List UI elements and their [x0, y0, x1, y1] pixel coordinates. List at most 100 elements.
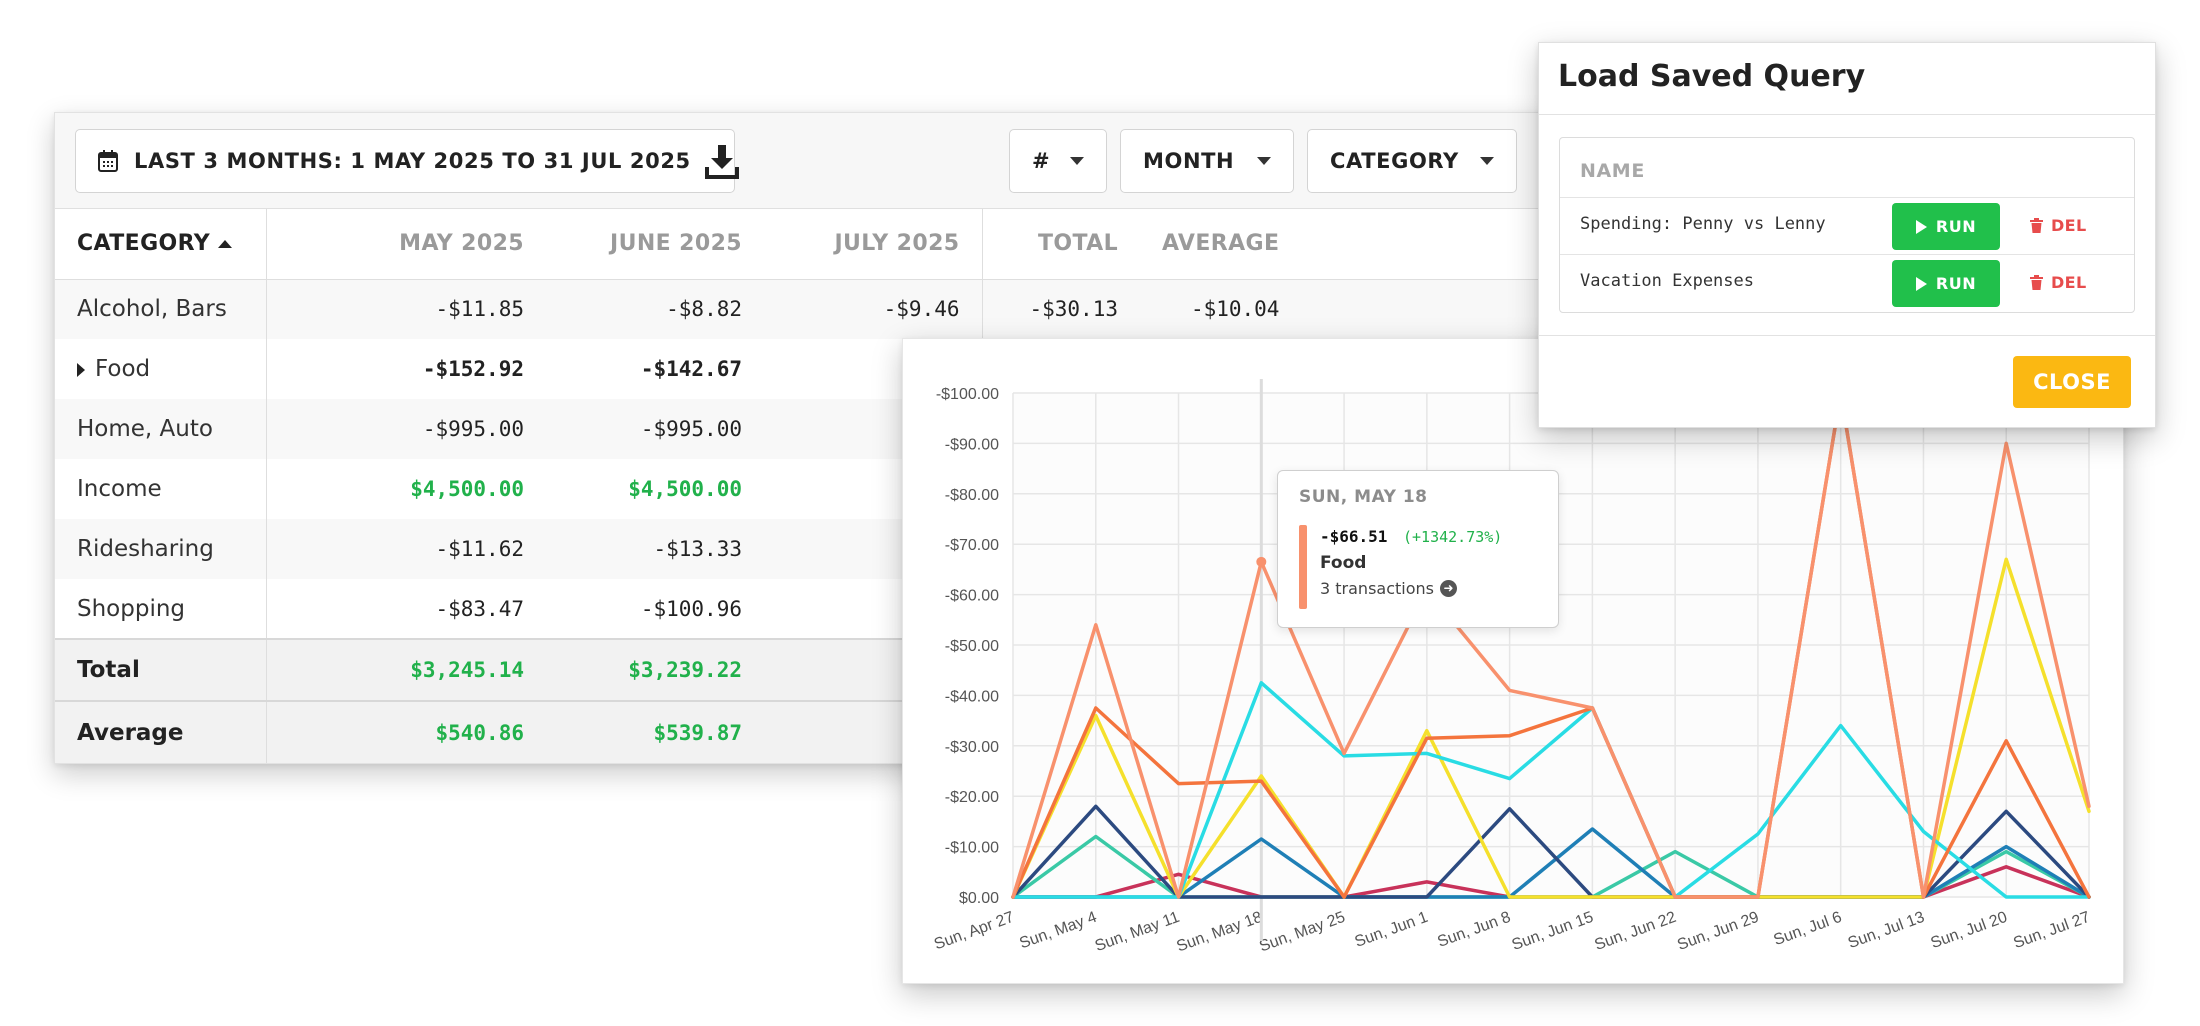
arrow-right-circle-icon: ➜ [1439, 580, 1457, 597]
category-cell: Ridesharing [55, 519, 267, 579]
total-value: $3,245.14 [266, 638, 546, 701]
value-cell: -$11.85 [266, 279, 546, 339]
modal-title: Load Saved Query [1558, 59, 1866, 94]
value-cell: -$9.46 [764, 279, 982, 339]
sort-ascending-icon [218, 240, 233, 249]
download-icon[interactable] [705, 143, 739, 179]
category-cell: Home, Auto [55, 399, 267, 459]
date-range-label: LAST 3 MONTHS: 1 MAY 2025 TO 31 JUL 2025 [134, 149, 691, 173]
y-tick-label: -$70.00 [945, 537, 999, 554]
highlighted-data-point [1256, 556, 1267, 567]
y-tick-label: -$10.00 [945, 840, 999, 857]
value-cell: -$8.82 [546, 279, 764, 339]
value-cell: -$142.67 [640, 357, 742, 381]
table-row: Alcohol, Bars -$11.85 -$8.82 -$9.46 -$30… [55, 279, 1593, 339]
tooltip-color-swatch [1299, 525, 1307, 609]
y-tick-label: -$20.00 [945, 789, 999, 806]
category-cell: Shopping [55, 579, 267, 639]
value-cell: -$13.33 [546, 519, 764, 579]
column-header-name: NAME [1560, 138, 2134, 198]
saved-query-name: Spending: Penny vs Lenny [1580, 214, 1826, 234]
saved-query-table: NAME Spending: Penny vs Lenny RUN DEL Va… [1559, 137, 2135, 313]
date-range-button[interactable]: LAST 3 MONTHS: 1 MAY 2025 TO 31 JUL 2025 [75, 129, 735, 193]
saved-query-row: Spending: Penny vs Lenny RUN DEL [1560, 198, 2134, 255]
interval-select-value: MONTH [1143, 149, 1235, 173]
series-line-series-d [1011, 557, 2091, 899]
category-cell-expandable[interactable]: Food [55, 339, 267, 399]
x-tick-label: Sun, Jun 29 [1675, 909, 1761, 954]
modal-footer: CLOSE [1539, 335, 2155, 429]
run-query-button[interactable]: RUN [1892, 260, 2000, 307]
tooltip-change: (+1342.73%) [1403, 528, 1503, 546]
y-tick-label: -$60.00 [945, 588, 999, 605]
value-cell: -$152.92 [422, 357, 524, 381]
y-tick-label: -$50.00 [945, 638, 999, 655]
x-tick-label: Sun, Jun 15 [1510, 909, 1596, 954]
x-tick-label: Sun, May 4 [1017, 909, 1099, 953]
column-header-june[interactable]: JUNE 2025 [546, 209, 764, 280]
tooltip-value: -$66.51 [1320, 527, 1388, 546]
x-tick-label: Sun, May 25 [1257, 909, 1347, 956]
average-label: Average [55, 700, 267, 763]
value-cell: $4,500.00 [410, 477, 524, 501]
x-tick-label: Sun, Jun 1 [1353, 909, 1431, 951]
play-icon [1915, 219, 1927, 234]
saved-query-name: Vacation Expenses [1580, 271, 1754, 291]
table-header-row: CATEGORY MAY 2025 JUNE 2025 JULY 2025 TO… [55, 209, 1593, 280]
y-tick-label: -$90.00 [945, 436, 999, 453]
close-button[interactable]: CLOSE [2013, 356, 2131, 408]
value-cell: -$995.00 [266, 399, 546, 459]
metric-select-value: # [1032, 149, 1051, 173]
series-line-food [1011, 391, 2091, 899]
average-value: $540.86 [266, 700, 546, 763]
y-tick-label: $0.00 [959, 890, 999, 907]
chart-tooltip: SUN, MAY 18 -$66.51 (+1342.73%) Food 3 t… [1277, 470, 1559, 628]
column-header-category[interactable]: CATEGORY [55, 209, 267, 280]
x-tick-label: Sun, Jul 20 [1929, 909, 2010, 952]
total-value: $3,239.22 [546, 638, 764, 701]
delete-query-button[interactable]: DEL [2030, 216, 2087, 235]
calendar-icon [98, 150, 118, 172]
y-tick-label: -$100.00 [936, 386, 999, 403]
y-tick-label: -$30.00 [945, 739, 999, 756]
average-value: $539.87 [546, 700, 764, 763]
value-cell: -$11.62 [266, 519, 546, 579]
x-tick-label: Sun, May 18 [1174, 909, 1264, 956]
group-select[interactable]: CATEGORY [1307, 129, 1517, 193]
interval-select[interactable]: MONTH [1120, 129, 1294, 193]
x-tick-label: Sun, Jul 6 [1771, 909, 1844, 949]
trash-icon [2030, 218, 2043, 233]
value-cell: -$83.47 [435, 596, 524, 621]
modal-header: Load Saved Query [1539, 43, 2155, 115]
column-header-average[interactable]: AVERAGE [1140, 209, 1302, 280]
tooltip-date: SUN, MAY 18 [1299, 487, 1428, 507]
metric-select[interactable]: # [1009, 129, 1107, 193]
value-cell: -$995.00 [546, 399, 764, 459]
run-query-button[interactable]: RUN [1892, 203, 2000, 250]
line-chart[interactable]: -$100.00 -$90.00 -$80.00 -$70.00 -$60.00 -$50… [903, 339, 2125, 985]
delete-query-button[interactable]: DEL [2030, 273, 2087, 292]
column-header-total[interactable]: TOTAL [981, 209, 1140, 280]
chevron-down-icon [1070, 157, 1084, 165]
play-icon [1915, 276, 1927, 291]
value-cell: -$100.96 [640, 596, 742, 621]
saved-query-row: Vacation Expenses RUN DEL [1560, 255, 2134, 312]
trash-icon [2030, 275, 2043, 290]
x-tick-label: Sun, Jun 22 [1592, 909, 1678, 954]
category-cell: Alcohol, Bars [55, 279, 267, 339]
report-toolbar: LAST 3 MONTHS: 1 MAY 2025 TO 31 JUL 2025… [55, 113, 1593, 209]
x-tick-label: Sun, Jul 27 [2011, 909, 2092, 952]
average-cell: -$10.04 [1140, 279, 1302, 339]
category-cell: Income [55, 459, 267, 519]
group-select-value: CATEGORY [1330, 149, 1459, 173]
x-tick-label: Sun, Jul 13 [1846, 909, 1927, 952]
x-tick-label: Sun, Jun 8 [1435, 909, 1513, 951]
x-tick-label: Sun, May 11 [1093, 909, 1182, 955]
column-header-may[interactable]: MAY 2025 [266, 209, 546, 280]
chevron-down-icon [1257, 157, 1271, 165]
chevron-down-icon [1480, 157, 1494, 165]
column-header-july[interactable]: JULY 2025 [764, 209, 982, 280]
total-cell: -$30.13 [981, 279, 1140, 339]
tooltip-transactions-link[interactable]: 3 transactions ➜ [1320, 579, 1457, 598]
expand-arrow-icon[interactable] [77, 362, 85, 377]
